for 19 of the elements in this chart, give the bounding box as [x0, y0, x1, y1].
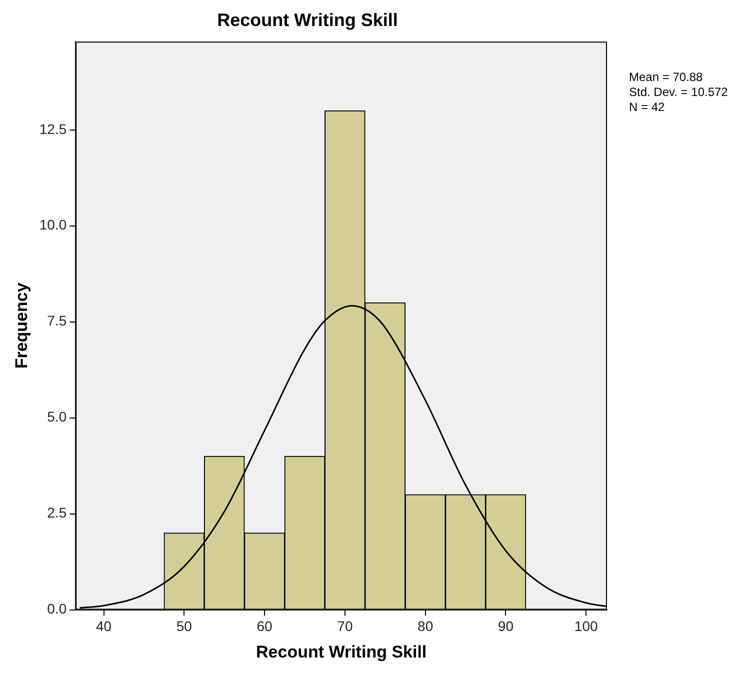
x-tick-label: 70 — [337, 618, 353, 634]
y-axis-title: Frequency — [12, 282, 31, 369]
text: Mean = 70.88 — [629, 70, 704, 84]
y-tick-label: 0.0 — [47, 600, 67, 617]
text: N = 42 — [629, 100, 666, 114]
x-tick-label: 90 — [498, 618, 514, 634]
y-tick-label: 5.0 — [47, 408, 67, 425]
y-tick-label: 7.5 — [47, 312, 67, 329]
x-tick-label: 40 — [96, 618, 112, 634]
text: Std. Dev. = 10.572 — [629, 84, 728, 99]
y-tick-label: 2.5 — [47, 504, 67, 521]
x-tick-label: 80 — [418, 618, 434, 634]
chart-title: Recount Writing Skill — [217, 10, 398, 30]
x-tick-label: 100 — [574, 618, 598, 634]
x-tick-label: 50 — [176, 618, 192, 634]
x-axis-title: Recount Writing Skill — [256, 642, 427, 662]
x-tick-label: 60 — [256, 618, 273, 634]
y-tick-label: 10.0 — [39, 216, 67, 233]
y-tick-label: 12.5 — [39, 120, 67, 137]
